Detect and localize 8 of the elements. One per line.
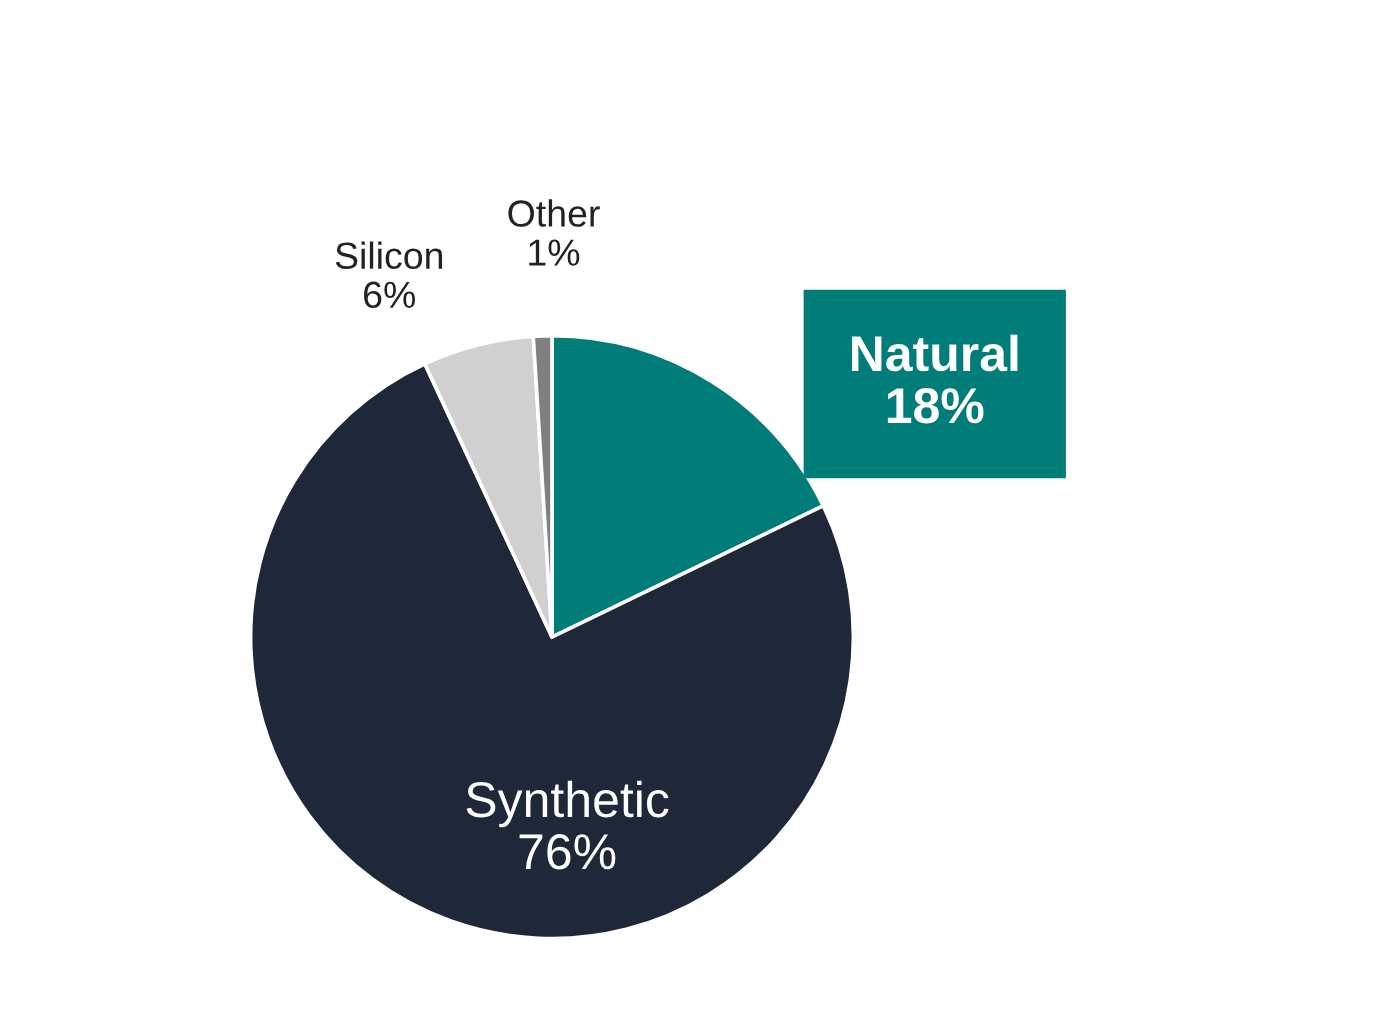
slice-label: Other [508,199,600,227]
slice-label: Synthetic [466,780,669,828]
data-label: 18% [887,388,984,424]
slice-label: Natural [851,334,1018,372]
data-label: 1% [529,239,580,266]
data-label: 6% [364,281,416,309]
slice-label: Silicon [335,241,443,270]
data-label: 76% [519,834,616,870]
